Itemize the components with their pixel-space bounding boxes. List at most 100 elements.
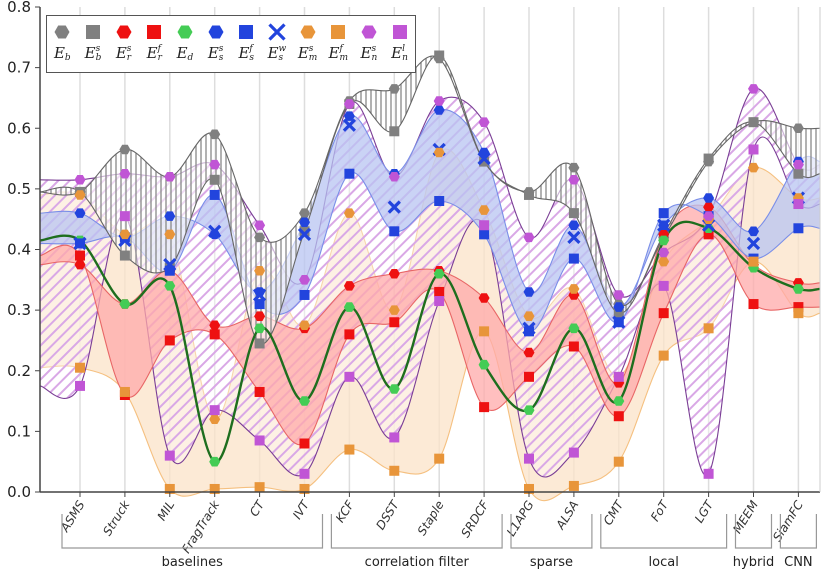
marker-Emf-ASMS xyxy=(75,362,85,373)
marker-Ebs-CT xyxy=(254,338,265,349)
marker-Esw-ASMS xyxy=(73,236,87,251)
legend-label-sup: f xyxy=(249,44,253,54)
legend-marker-stroke xyxy=(268,23,286,41)
y-tick-label: 0.1 xyxy=(7,422,31,440)
x-tick-label: FoT xyxy=(648,497,672,524)
legend-label-base: E xyxy=(207,44,219,62)
marker-Esf-SRDCF xyxy=(479,229,490,240)
marker-Enl-LGT xyxy=(703,468,714,479)
marker-Emf-Struck xyxy=(119,386,130,397)
marker-Ess-CMT xyxy=(613,302,625,312)
marker-Esw-CMT xyxy=(612,315,626,329)
group-label: CNN xyxy=(784,555,813,570)
marker-Enl-Staple xyxy=(434,296,445,307)
marker-Erf-MEEM xyxy=(748,299,759,310)
marker-Ebs-IVT xyxy=(299,226,310,237)
y-tick-label: 0.2 xyxy=(7,362,31,380)
group-label: correlation filter xyxy=(365,555,470,570)
legend-label-sub: m xyxy=(308,53,318,63)
marker-Esw-FragTrack-stroke xyxy=(208,224,222,238)
legend-marker xyxy=(268,23,286,41)
x-tick-label: CMT xyxy=(601,497,628,528)
marker-Eb-IVT xyxy=(299,208,310,218)
marker-Esw-SRDCF xyxy=(477,151,491,166)
x-tick-label: Struck xyxy=(100,497,133,538)
marker-Enl-L1APG xyxy=(524,453,534,464)
marker-Esw-MIL-stroke xyxy=(163,258,177,272)
marker-Esw-FragTrack xyxy=(208,224,222,238)
marker-Ens-MEEM xyxy=(748,84,759,94)
marker-Ems-KCF xyxy=(343,208,355,218)
legend-label-sup: l xyxy=(402,44,406,54)
marker-Esw-DSST xyxy=(387,200,401,214)
marker-Emf-MEEM xyxy=(748,256,759,267)
legend-marker xyxy=(392,25,407,39)
x-tick-label: MEEM xyxy=(730,498,761,536)
marker-Erf-MIL xyxy=(164,335,175,346)
legend-marker-hexagon-icon xyxy=(54,25,70,39)
marker-Esw-ASMS-stroke xyxy=(73,236,87,251)
marker-Ens-ALSA xyxy=(568,175,580,185)
legend-marker-square-icon xyxy=(85,25,100,39)
legend-label-sup: s xyxy=(218,44,224,54)
marker-Eb-FragTrack xyxy=(209,129,221,140)
legend-item-Eb: E b xyxy=(48,22,76,63)
marker-Ers-DSST xyxy=(388,269,400,279)
marker-Emf-L1APG xyxy=(524,483,534,494)
marker-Ens-SiamFC xyxy=(792,159,804,170)
marker-Emf-IVT xyxy=(299,483,310,494)
marker-Ed-ALSA xyxy=(568,323,580,334)
marker-Ems-IVT xyxy=(299,320,310,330)
marker-Esf-CT xyxy=(254,299,265,310)
marker-Esw-L1APG xyxy=(522,321,536,335)
marker-Ebs-ALSA xyxy=(568,208,579,219)
legend-label-sub: s xyxy=(278,53,284,63)
marker-Esf-DSST xyxy=(389,226,400,237)
marker-Ebs-L1APG xyxy=(524,189,534,200)
legend-marker xyxy=(361,25,377,39)
legend-marker xyxy=(54,25,70,39)
marker-Emf-ALSA xyxy=(568,480,579,491)
legend-marker xyxy=(147,25,162,39)
marker-Ed-L1APG xyxy=(523,405,535,415)
legend-label-base: E xyxy=(238,44,250,62)
marker-Ess-Staple xyxy=(433,105,445,115)
legend-label-base: E xyxy=(391,44,403,62)
marker-Ess-L1APG xyxy=(523,287,535,297)
marker-Esf-IVT xyxy=(299,289,310,300)
marker-Erf-ASMS xyxy=(75,250,85,261)
marker-Enl-FragTrack xyxy=(209,405,220,416)
marker-Eb-ALSA xyxy=(568,162,580,173)
marker-Esw-SRDCF-stroke xyxy=(477,151,491,166)
x-tick-label: SRDCF xyxy=(458,497,492,540)
y-tick-label: 0.5 xyxy=(7,180,31,198)
y-tick-label: 0.4 xyxy=(7,241,31,259)
marker-Ems-SRDCF xyxy=(478,205,490,215)
marker-Ebs-Staple xyxy=(434,50,445,61)
marker-Ed-DSST xyxy=(388,384,400,394)
marker-Ed-FoT xyxy=(658,235,670,246)
legend-marker-square-icon xyxy=(239,25,254,39)
marker-Eb-CT xyxy=(254,232,266,243)
marker-Erf-Staple xyxy=(434,286,445,297)
legend-label-sub: b xyxy=(64,53,71,63)
marker-Ens-FoT xyxy=(658,247,670,258)
marker-Erf-LGT xyxy=(703,229,714,240)
legend-marker-square-icon xyxy=(392,25,407,39)
marker-Enl-KCF xyxy=(344,371,355,382)
marker-Esw-ALSA-stroke xyxy=(567,230,581,245)
marker-Ess-LGT xyxy=(703,193,715,203)
marker-Ed-SRDCF xyxy=(478,359,490,370)
